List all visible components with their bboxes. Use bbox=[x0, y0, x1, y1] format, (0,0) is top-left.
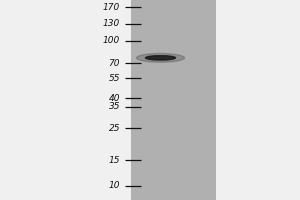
Text: 15: 15 bbox=[109, 156, 120, 165]
Ellipse shape bbox=[136, 53, 184, 62]
Bar bbox=[130, 0, 216, 200]
Text: 35: 35 bbox=[109, 102, 120, 111]
Text: 100: 100 bbox=[103, 36, 120, 45]
Text: 25: 25 bbox=[109, 124, 120, 133]
Text: 70: 70 bbox=[109, 59, 120, 68]
Text: 130: 130 bbox=[103, 19, 120, 28]
Text: 55: 55 bbox=[109, 74, 120, 83]
Text: 170: 170 bbox=[103, 3, 120, 12]
Text: 10: 10 bbox=[109, 181, 120, 190]
Ellipse shape bbox=[146, 56, 176, 60]
Text: 40: 40 bbox=[109, 94, 120, 103]
